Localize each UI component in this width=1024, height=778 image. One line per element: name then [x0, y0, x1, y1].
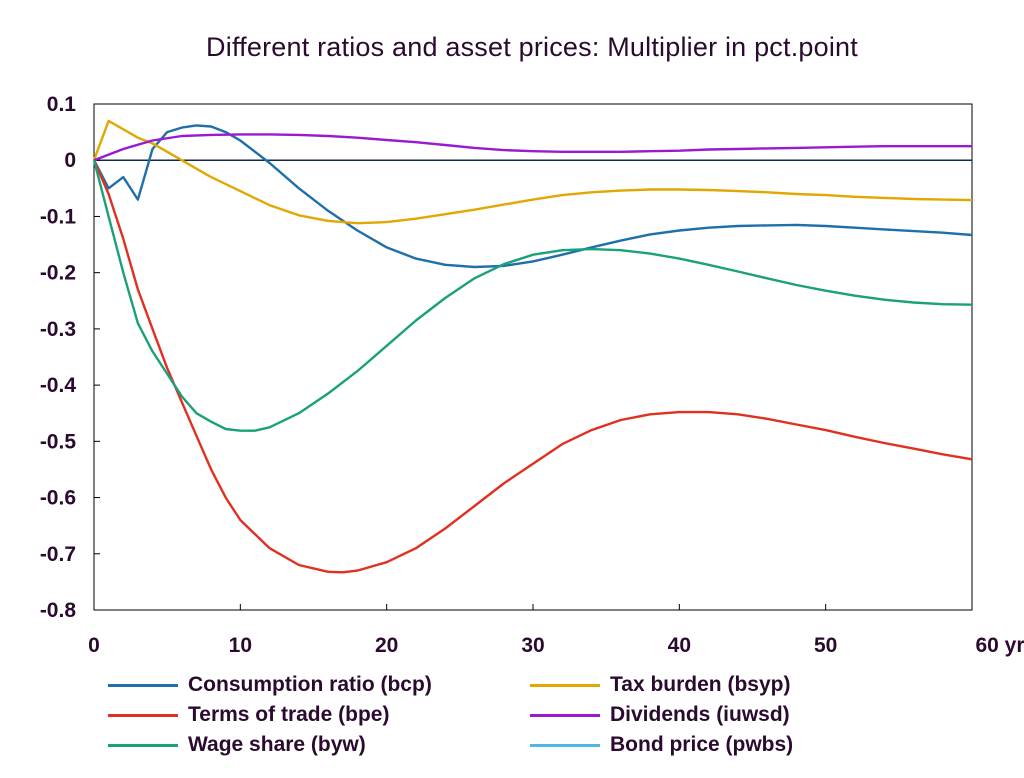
- series-line: [93, 133, 972, 162]
- y-tick-label: -0.3: [40, 318, 76, 341]
- legend-label: Terms of trade (bpe): [188, 703, 390, 726]
- legend-item: Consumption ratio (bcp): [108, 670, 432, 700]
- legend-swatch: [108, 713, 178, 717]
- x-tick-label: 10: [229, 634, 252, 657]
- x-tick-label: 0: [88, 634, 100, 657]
- y-tick-label: -0.7: [40, 543, 76, 566]
- x-tick-label: 60 yr: [975, 634, 1024, 657]
- series-lines: [92, 119, 973, 574]
- legend-swatch: [530, 683, 600, 687]
- legend-swatch: [108, 683, 178, 687]
- x-tick-label: 40: [668, 634, 691, 657]
- y-tick-label: -0.8: [40, 599, 77, 622]
- y-tick-label: -0.6: [40, 487, 76, 510]
- series-line: [92, 119, 973, 225]
- legend-swatch: [530, 743, 600, 747]
- legend-label: Tax burden (bsyp): [610, 673, 791, 696]
- legend-item: Terms of trade (bpe): [108, 700, 389, 730]
- y-tick-label: -0.4: [40, 374, 77, 397]
- plot-frame: [93, 103, 973, 611]
- tick-labels: 0.1 0 -0.1 -0.2 -0.3 -0.4 -0.5 -0.6 -0.7 -0.8 0 10 2…: [40, 93, 1024, 657]
- chart-title: Different ratios and asset prices: Multi…: [206, 32, 858, 62]
- legend-item: Wage share (byw): [108, 730, 366, 760]
- series-line: [92, 124, 973, 269]
- legend-item: Dividends (iuwsd): [530, 700, 790, 730]
- y-tick-label: -0.2: [40, 262, 76, 285]
- legend-label: Bond price (pwbs): [610, 733, 794, 756]
- y-tick-label: 0: [64, 149, 76, 172]
- legend-swatch: [530, 713, 600, 717]
- legend-swatch: [108, 743, 178, 747]
- axes: [93, 103, 973, 611]
- legend-label: Consumption ratio (bcp): [188, 673, 432, 696]
- y-tick-label: -0.5: [40, 430, 77, 453]
- x-tick-label: 50: [814, 634, 837, 657]
- legend-item: Bond price (pwbs): [530, 730, 793, 760]
- x-tick-label: 20: [375, 634, 398, 657]
- legend-label: Dividends (iuwsd): [610, 703, 790, 726]
- series-line: [92, 159, 973, 574]
- y-tick-label: 0.1: [47, 93, 77, 116]
- series-line: [92, 159, 973, 432]
- legend-label: Wage share (byw): [188, 733, 366, 756]
- y-tick-label: -0.1: [40, 205, 77, 228]
- x-tick-label: 30: [521, 634, 544, 657]
- legend-item: Tax burden (bsyp): [530, 670, 790, 700]
